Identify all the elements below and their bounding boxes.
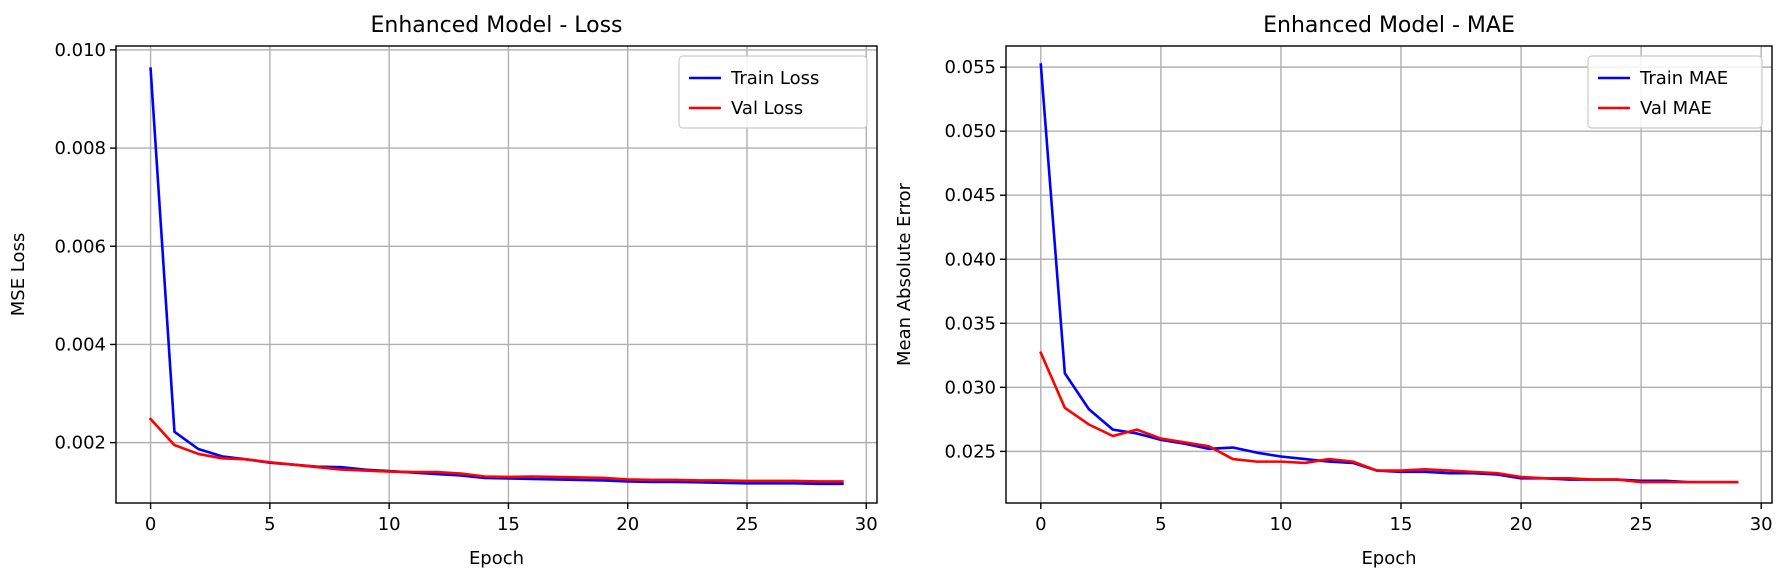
y-tick-label: 0.025	[944, 441, 996, 462]
x-tick-label: 20	[1510, 514, 1533, 535]
series-line-val-mae	[1039, 351, 1739, 484]
y-tick-label: 0.004	[54, 334, 106, 355]
y-tick-label: 0.040	[944, 249, 996, 270]
legend-box	[1587, 55, 1763, 129]
y-axis-label: Mean Absolute Error	[894, 182, 915, 366]
legend-entry-label: Train Loss	[730, 68, 819, 89]
legend-entry-label: Val MAE	[1640, 98, 1712, 119]
series-line-train-loss	[149, 67, 844, 486]
x-tick-label: 0	[145, 514, 156, 535]
chart-title: Enhanced Model - Loss	[370, 13, 622, 38]
chart-panel-2: 0 5 10 15 20 25 30 0.025 0.030 0.035 0.040 0.045 0.0…	[894, 13, 1773, 569]
x-tick-label: 25	[1630, 514, 1653, 535]
x-tick-label: 25	[736, 514, 759, 535]
y-tick-label: 0.055	[944, 57, 996, 78]
x-tick-label: 15	[497, 514, 520, 535]
y-tick-label: 0.002	[54, 433, 106, 454]
y-tick-label: 0.045	[944, 185, 996, 206]
x-tick-label: 10	[378, 514, 401, 535]
x-axis-label: Epoch	[469, 548, 524, 569]
plot-frame	[1005, 45, 1773, 504]
x-tick-label: 30	[855, 514, 878, 535]
x-tick-label: 0	[1035, 514, 1046, 535]
x-axis-label: Epoch	[1361, 548, 1416, 569]
legend-entry-label: Train MAE	[1639, 68, 1728, 89]
chart-panel-1: 0 5 10 15 20 25 30 0.002 0.004 0.006 0.008 0.010 Enh…	[8, 13, 878, 569]
y-tick-label: 0.035	[944, 313, 996, 334]
series-line-val-loss	[148, 417, 844, 483]
x-tick-label: 5	[264, 514, 275, 535]
x-tick-label: 15	[1390, 514, 1413, 535]
x-tick-label: 5	[1155, 514, 1166, 535]
legend-entry-label: Val Loss	[731, 98, 803, 119]
legend-box	[678, 55, 868, 129]
y-tick-label: 0.006	[54, 236, 106, 257]
legend: Train MAE Val MAE	[1587, 55, 1763, 129]
x-tick-label: 30	[1750, 514, 1773, 535]
legend: Train Loss Val Loss	[678, 55, 868, 129]
plot-frame	[115, 45, 878, 504]
y-tick-label: 0.030	[944, 377, 996, 398]
x-tick-label: 10	[1269, 514, 1292, 535]
y-tick-label: 0.050	[944, 121, 996, 142]
chart-title: Enhanced Model - MAE	[1263, 13, 1515, 38]
y-tick-label: 0.008	[54, 138, 106, 159]
y-axis-label: MSE Loss	[8, 233, 29, 317]
y-tick-label: 0.010	[54, 40, 106, 61]
x-tick-label: 20	[616, 514, 639, 535]
